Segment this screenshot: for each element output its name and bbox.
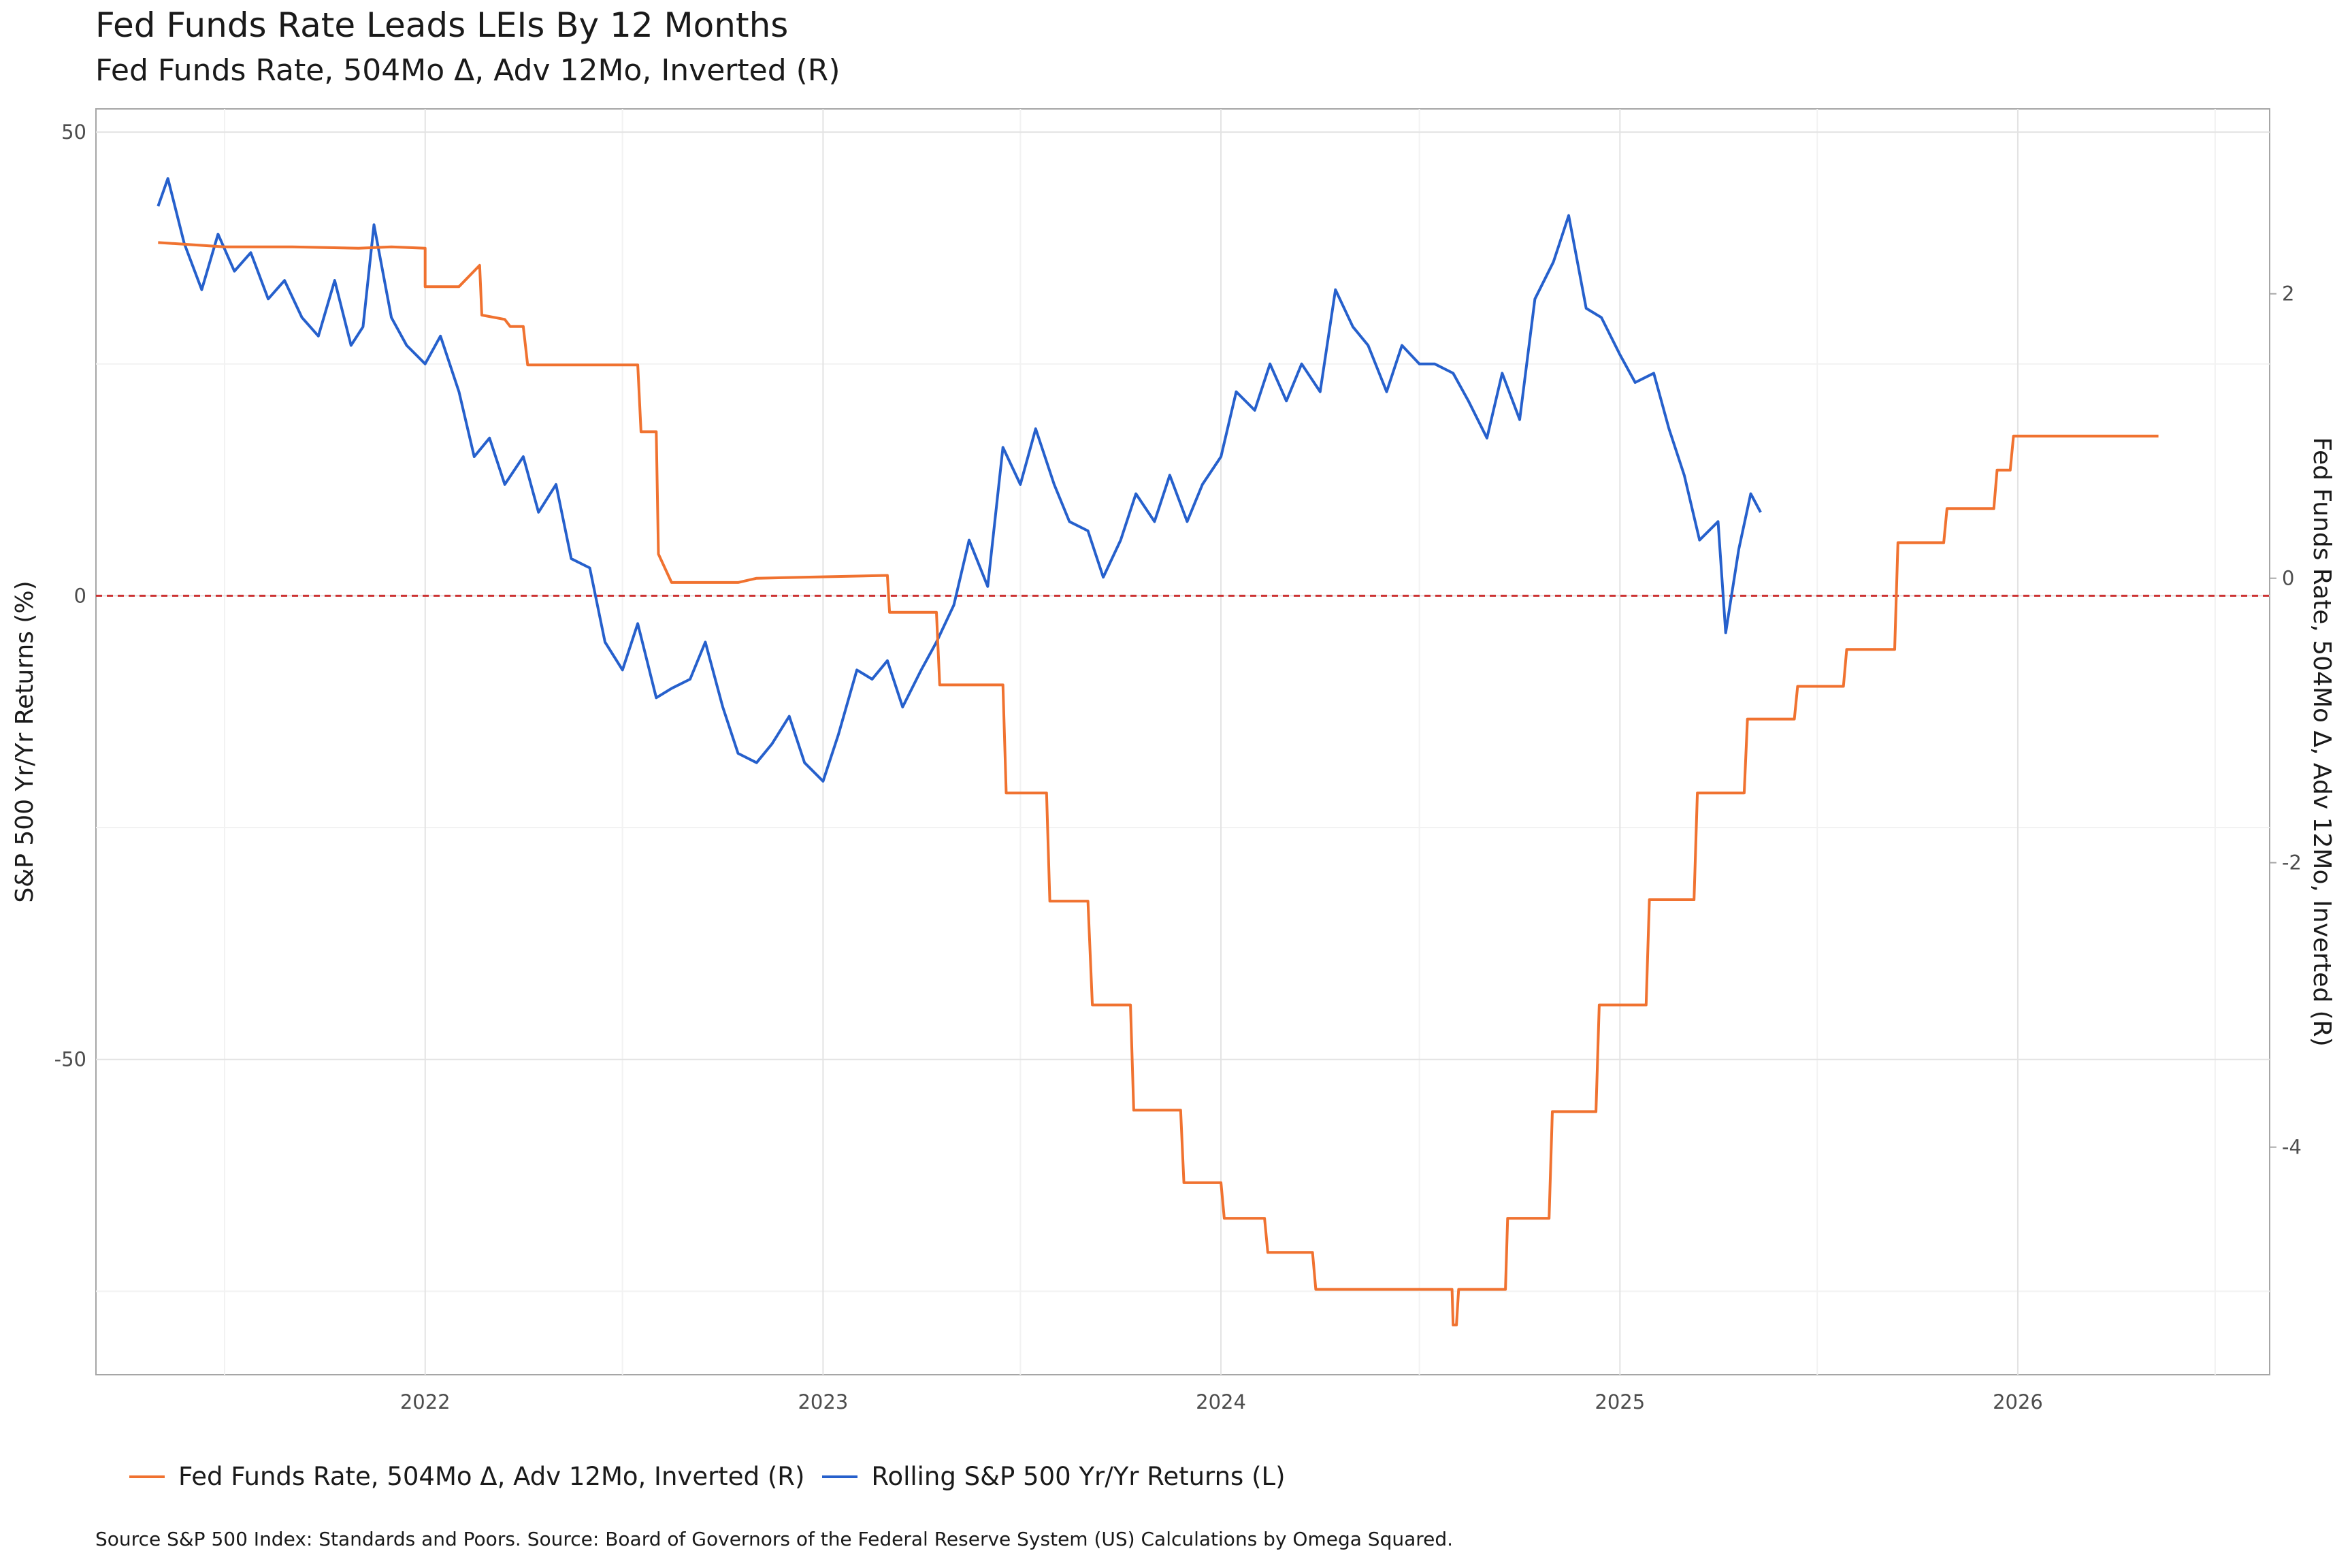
legend-label-sp500: Rolling S&P 500 Yr/Yr Returns (L): [871, 1462, 1286, 1491]
legend-item-sp500: Rolling S&P 500 Yr/Yr Returns (L): [822, 1462, 1286, 1491]
chart-canvas: 2022 2023 2024 2025 2026 50 0 -50 2 0 -2 -4 S&P 500…: [11, 108, 2336, 1414]
y-axis-left-title: S&P 500 Yr/Yr Returns (%): [11, 581, 39, 902]
legend-swatch-fed-funds: [129, 1475, 165, 1478]
y-right-tick-label--4: -4: [2282, 1136, 2302, 1159]
plot-panel: [95, 108, 2270, 1375]
legend-label-fed-funds: Fed Funds Rate, 504Mo Δ, Adv 12Mo, Inver…: [178, 1462, 805, 1491]
x-tick-label-2022: 2022: [400, 1390, 451, 1414]
y-right-tick-label-0: 0: [2282, 567, 2294, 590]
fed-funds-line: [158, 241, 2159, 1326]
source-caption: Source S&P 500 Index: Standards and Poor…: [95, 1528, 1454, 1550]
chart-title: Fed Funds Rate Leads LEIs By 12 Months: [95, 5, 789, 45]
y-left-tick-label-50: 50: [61, 120, 86, 144]
y-left-tick-label--50: -50: [54, 1048, 86, 1071]
series-layer: [157, 177, 2159, 1326]
y-left-tick-label-0: 0: [74, 584, 86, 607]
chart-subtitle: Fed Funds Rate, 504Mo Δ, Adv 12Mo, Inver…: [95, 53, 840, 88]
y-axis-right-title: Fed Funds Rate, 504Mo Δ, Adv 12Mo, Inver…: [2308, 437, 2336, 1047]
sp500-returns-line: [157, 177, 1762, 783]
tick-labels: 2022 2023 2024 2025 2026 50 0 -50 2 0 -2 -4: [54, 120, 2302, 1414]
x-tick-label-2023: 2023: [798, 1390, 848, 1414]
legend: Fed Funds Rate, 504Mo Δ, Adv 12Mo, Inver…: [129, 1462, 1286, 1491]
legend-item-fed-funds: Fed Funds Rate, 504Mo Δ, Adv 12Mo, Inver…: [129, 1462, 804, 1491]
x-tick-label-2024: 2024: [1196, 1390, 1246, 1414]
legend-swatch-sp500: [822, 1475, 858, 1478]
minor-gridlines: [96, 109, 2270, 1375]
x-tick-label-2025: 2025: [1595, 1390, 1645, 1414]
x-tick-label-2026: 2026: [1993, 1390, 2043, 1414]
y-right-tick-label-2: 2: [2282, 282, 2294, 306]
y-right-tick-label--2: -2: [2282, 851, 2302, 875]
